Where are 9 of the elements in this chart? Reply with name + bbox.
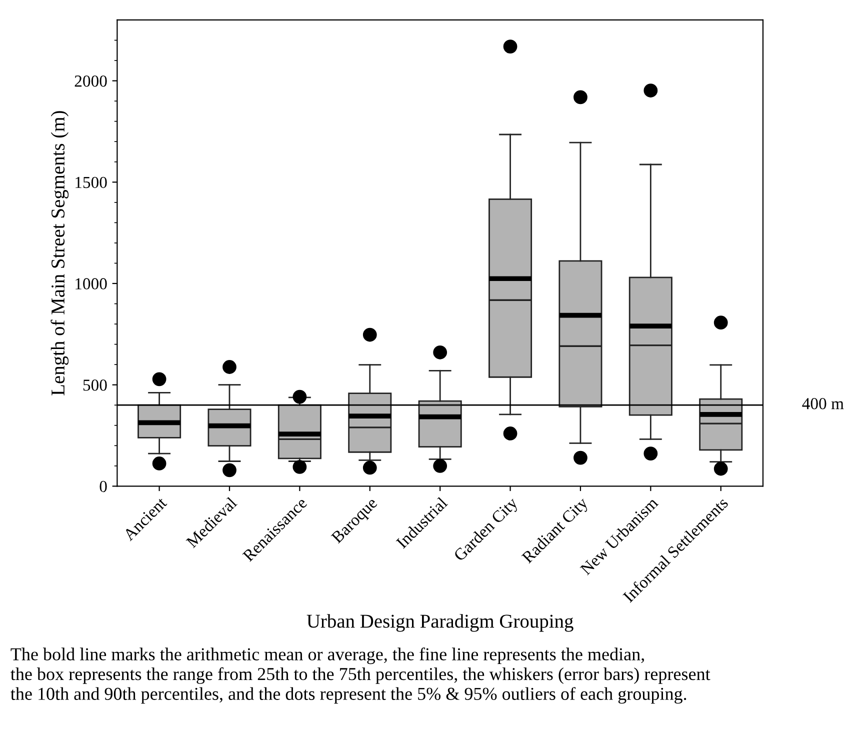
y-axis-title: Length of Main Street Segments (m) bbox=[50, 111, 69, 396]
ref-line-label: 400 m bbox=[802, 398, 844, 410]
y-tick-label: 0 bbox=[100, 480, 107, 492]
y-tick-label: 1000 bbox=[76, 278, 107, 290]
x-axis-title: Urban Design Paradigm Grouping bbox=[306, 614, 574, 632]
text: The bold line marks the arithmetic mean or average, the fine line represents the median, the box represents the range from 25th to the 75th percentiles, the whiskers (error bars) represent the 10th and 90th percentiles, and the dots represent the 5% & 95% outliers of each grouping. bbox=[10, 648, 710, 704]
y-tick-label: 1500 bbox=[76, 176, 107, 188]
y-tick-label: 2000 bbox=[74, 75, 107, 87]
y-tick-label: 500 bbox=[83, 380, 107, 391]
